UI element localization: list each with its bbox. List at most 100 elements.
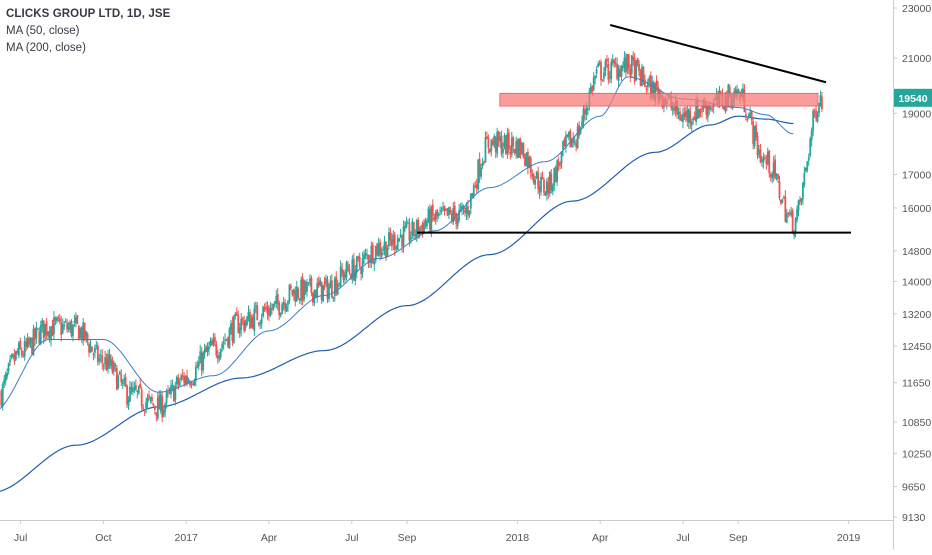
candle (9, 355, 11, 367)
candle (477, 158, 480, 192)
candle (790, 206, 793, 218)
candle-body (287, 301, 289, 306)
candle-body (132, 387, 134, 393)
candle (560, 151, 563, 169)
candle-body (0, 390, 3, 406)
candle-body (44, 324, 47, 336)
candle (162, 405, 165, 418)
candle (807, 153, 810, 166)
candle (548, 170, 551, 197)
candle-body (311, 292, 314, 303)
candle-body (491, 140, 494, 145)
candle (756, 132, 759, 160)
candle-body (671, 107, 674, 110)
candle (379, 239, 382, 261)
candle-body (200, 352, 203, 371)
candle-body (313, 290, 316, 303)
candle-body (392, 234, 395, 245)
candle (347, 260, 349, 272)
candle (202, 351, 205, 374)
candle (563, 137, 566, 148)
candle-body (443, 205, 446, 212)
candle (36, 328, 39, 331)
candle (380, 247, 383, 260)
candle-body (611, 60, 614, 63)
candle-body (603, 72, 605, 79)
candle-body (72, 324, 74, 337)
candle (51, 319, 54, 337)
candle (25, 337, 28, 352)
symbol-title[interactable]: CLICKS GROUP LTD, 1D, JSE (6, 8, 171, 20)
candle-body (705, 105, 708, 115)
candle (333, 275, 336, 302)
candle-body (557, 162, 560, 166)
candle-body (111, 360, 114, 373)
ma50-legend[interactable]: MA (50, close) (6, 25, 80, 37)
candle (797, 199, 800, 217)
candle-body (812, 110, 815, 131)
candle-body (607, 64, 610, 80)
candle-body (186, 375, 188, 383)
candle-body (66, 323, 69, 330)
candle (371, 241, 374, 265)
candle (361, 252, 364, 279)
candle-body (385, 241, 387, 258)
candle-body (121, 381, 124, 385)
candle-body (383, 241, 386, 251)
candle-body (240, 319, 243, 330)
candle-body (386, 248, 389, 257)
ma200-legend[interactable]: MA (200, close) (6, 42, 86, 54)
candle (781, 198, 784, 204)
candle-body (750, 111, 753, 121)
candle-body (73, 320, 76, 323)
candle-body (797, 200, 800, 211)
candle (408, 217, 411, 247)
candle (407, 219, 409, 224)
candle (60, 316, 63, 342)
candle-body (445, 208, 447, 211)
candle (61, 318, 64, 335)
candle (423, 219, 425, 234)
candle-body (698, 109, 700, 118)
candle-body (614, 63, 617, 65)
candle-body (686, 109, 689, 121)
candle (682, 107, 684, 129)
candle (515, 136, 518, 159)
candle-body (149, 396, 152, 399)
candle (306, 279, 308, 297)
candle (497, 130, 500, 147)
price-tick-label: 9650 (902, 481, 926, 493)
candle (456, 214, 459, 230)
candle-body (461, 205, 463, 210)
candle (262, 305, 265, 319)
candle (483, 160, 485, 165)
candle-body (407, 222, 409, 224)
candle (341, 263, 344, 277)
candle (145, 397, 147, 414)
candle (83, 322, 86, 341)
candle-body (80, 327, 83, 341)
candle-body (304, 281, 307, 293)
candle (810, 127, 813, 147)
candle (816, 111, 819, 124)
candle-body (695, 100, 698, 122)
candle (431, 199, 434, 222)
candle-body (519, 140, 522, 155)
candle-body (67, 326, 70, 330)
candle (554, 165, 557, 183)
candle (546, 178, 548, 201)
candle (143, 410, 146, 416)
candle (95, 340, 98, 350)
candle-body (281, 304, 284, 314)
candle-body (642, 66, 645, 81)
candle-body (483, 162, 485, 164)
candle (15, 350, 17, 361)
candle (74, 312, 77, 328)
candle (680, 114, 683, 122)
candle (335, 271, 338, 296)
candle (146, 393, 149, 410)
candle-body (246, 316, 248, 325)
candle-body (208, 346, 210, 349)
